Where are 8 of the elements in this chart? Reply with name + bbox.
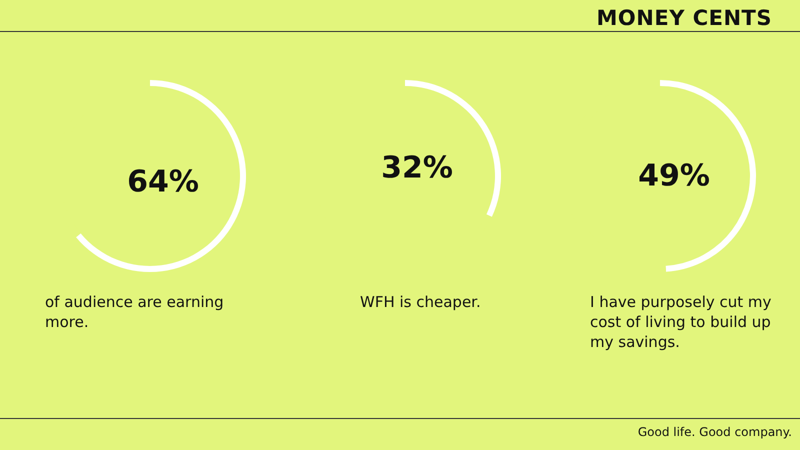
text: MONEY CENTS [596,6,772,30]
text: of audience are earning more. [45,292,225,332]
data-label: 64% [127,164,199,200]
text: I have purposely cut my cost of living to build up my savings. [590,292,772,352]
data-label: 32% [381,150,453,186]
text: WFH is cheaper. [360,292,482,312]
data-label: 49% [638,158,710,194]
text: Good life. Good company. [638,425,792,439]
